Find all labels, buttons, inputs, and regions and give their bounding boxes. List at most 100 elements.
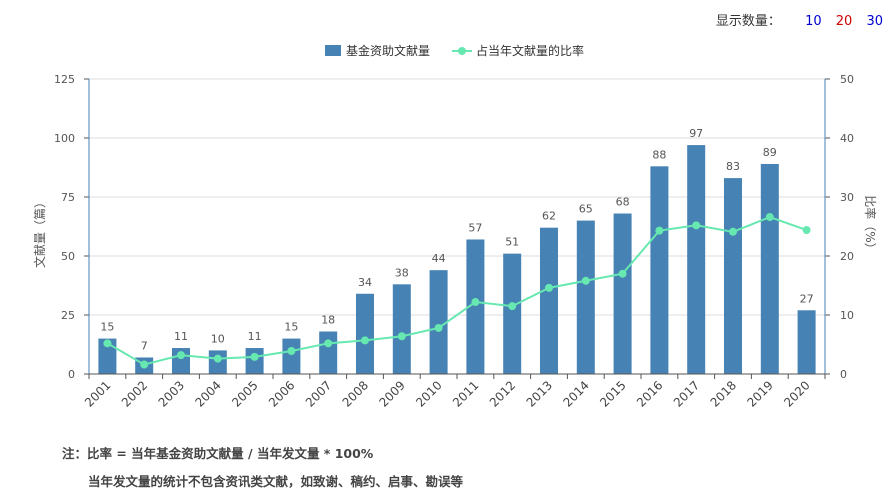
- x-tick-label: 2004: [192, 378, 223, 409]
- y-tick-label-right: 20: [840, 250, 854, 263]
- ratio-point: [324, 339, 333, 348]
- ratio-point: [581, 276, 590, 285]
- ratio-point: [471, 298, 480, 307]
- display-count-option-20[interactable]: 20: [835, 14, 853, 29]
- x-tick-label: 2017: [671, 378, 702, 409]
- ratio-point: [618, 269, 627, 278]
- bar: [392, 284, 411, 374]
- y-tick-label-left: 125: [54, 73, 75, 86]
- bar-value-label: 83: [726, 160, 740, 173]
- bar: [540, 227, 558, 374]
- ratio-point: [729, 227, 737, 236]
- x-tick-label: 2002: [119, 378, 150, 409]
- x-tick-label: 2006: [266, 378, 297, 409]
- bar-value-label: 51: [505, 236, 519, 249]
- y-tick-label-right: 0: [840, 368, 847, 381]
- x-tick-label: 2012: [487, 378, 518, 409]
- legend-bar-label: 基金资助文献量: [346, 43, 430, 58]
- footnote-exclusion: 当年发文量的统计不包含资讯类文献，如致谢、稿约、启事、勘误等: [88, 474, 464, 489]
- bar: [319, 331, 338, 374]
- bar-value-label: 34: [358, 276, 372, 289]
- bar: [576, 220, 595, 374]
- bar-value-label: 15: [100, 321, 114, 334]
- bar-value-label: 89: [763, 146, 777, 159]
- display-count-option-10[interactable]: 10: [805, 14, 822, 29]
- y-axis-label-right: 比率（%）: [863, 195, 878, 254]
- x-tick-label: 2014: [560, 378, 591, 409]
- display-count-label: 显示数量：: [715, 14, 781, 29]
- bar: [503, 253, 522, 374]
- x-tick-label: 2009: [376, 378, 407, 409]
- bar-value-label: 11: [174, 330, 188, 343]
- legend-line-marker: [458, 47, 466, 55]
- footnote-ratio-definition: 注：比率 = 当年基金资助文献量 / 当年发文量 * 100%: [62, 446, 374, 461]
- bar-value-label: 10: [211, 332, 225, 345]
- bar-value-label: 7: [141, 339, 148, 352]
- chart-legend[interactable]: 基金资助文献量 占当年文献量的比率: [325, 43, 584, 58]
- x-tick-label: 2020: [781, 378, 812, 409]
- bar-value-label: 15: [284, 321, 298, 334]
- bar-value-label: 44: [432, 252, 446, 265]
- bar-value-label: 38: [395, 266, 409, 279]
- bar: [98, 338, 117, 374]
- y-tick-label-right: 50: [840, 73, 854, 86]
- bar-value-label: 27: [800, 292, 814, 305]
- legend-bar-swatch: [325, 45, 341, 56]
- bar-value-label: 68: [616, 196, 630, 209]
- y-tick-label-left: 50: [61, 250, 75, 263]
- y-tick-label-right: 40: [840, 132, 854, 145]
- bar-value-label: 65: [579, 203, 593, 216]
- x-tick-label: 2003: [156, 378, 187, 409]
- y-tick-label-left: 0: [68, 368, 75, 381]
- ratio-line: [106, 215, 807, 366]
- bar-value-label: 62: [542, 210, 556, 223]
- bar: [687, 145, 706, 374]
- ratio-point: [545, 283, 553, 292]
- bar: [724, 178, 742, 374]
- ratio-point: [287, 346, 296, 355]
- ratio-point: [103, 339, 112, 348]
- y-tick-label-right: 10: [840, 309, 854, 322]
- x-tick-label: 2001: [82, 378, 113, 409]
- x-tick-label: 2015: [597, 378, 628, 409]
- bar-value-label: 88: [652, 148, 666, 161]
- y-tick-label-left: 75: [61, 191, 75, 204]
- bar: [245, 348, 264, 374]
- bar-value-label: 57: [468, 221, 482, 234]
- x-tick-label: 2016: [634, 378, 665, 409]
- x-tick-label: 2005: [229, 378, 260, 409]
- x-tick-label: 2019: [744, 378, 775, 409]
- ratio-point: [655, 226, 664, 235]
- ratio-point: [508, 302, 517, 311]
- ratio-point: [177, 351, 185, 360]
- ratio-point: [692, 221, 701, 230]
- ratio-point: [434, 323, 443, 332]
- bar: [282, 338, 301, 374]
- ratio-point: [397, 332, 406, 341]
- bar: [429, 270, 448, 374]
- legend-line-label: 占当年文献量的比率: [476, 43, 584, 58]
- x-tick-label: 2013: [524, 378, 555, 409]
- bar: [760, 163, 779, 374]
- x-tick-label: 2011: [450, 378, 481, 409]
- ratio-point: [213, 354, 222, 363]
- x-tick-label: 2008: [340, 378, 371, 409]
- y-tick-label-right: 30: [840, 191, 854, 204]
- y-tick-label-left: 25: [61, 309, 75, 322]
- y-tick-label-left: 100: [54, 132, 75, 145]
- y-axis-label-left: 文献量（篇）: [32, 196, 47, 268]
- bar: [172, 348, 190, 374]
- x-tick-label: 2010: [413, 378, 444, 409]
- ratio-point: [250, 352, 259, 361]
- bar: [356, 293, 374, 374]
- x-tick-label: 2018: [708, 378, 739, 409]
- ratio-point: [361, 336, 369, 345]
- bar: [650, 166, 669, 374]
- ratio-point: [802, 226, 811, 235]
- display-count-selector: 显示数量： 10 20 30: [716, 10, 883, 29]
- ratio-point: [765, 213, 774, 222]
- bar-value-label: 97: [689, 127, 703, 140]
- display-count-option-30[interactable]: 30: [866, 14, 883, 29]
- funding-chart: 基金资助文献量 占当年文献量的比率 文献量（篇） 比率（%） 15 7 11 10 11…: [32, 43, 878, 410]
- bar: [613, 213, 632, 374]
